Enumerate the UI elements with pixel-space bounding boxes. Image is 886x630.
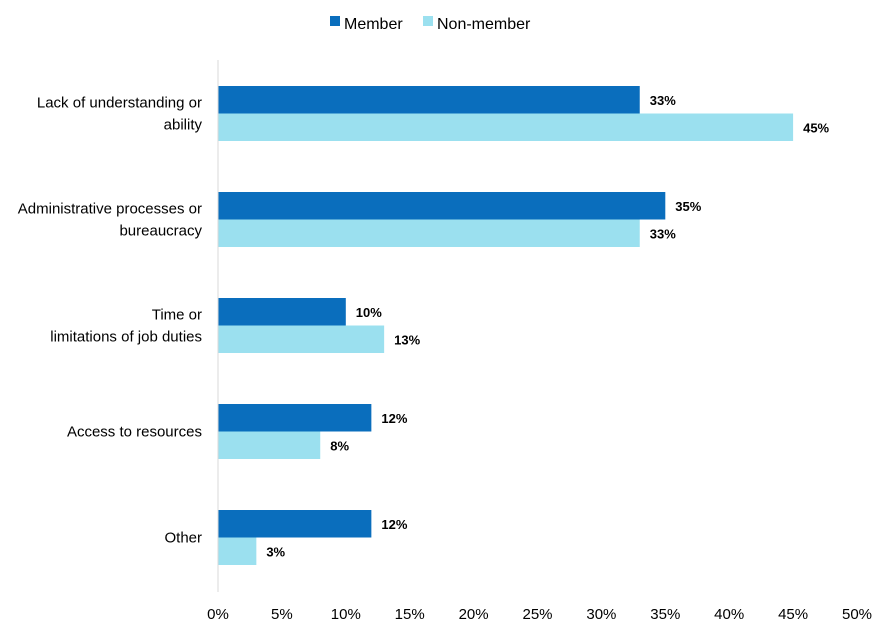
bars xyxy=(218,86,794,565)
bar-member-3 xyxy=(218,404,372,432)
value-label-0-3: 12% xyxy=(381,411,407,426)
value-label-1-4: 3% xyxy=(266,544,285,559)
value-labels: 33% 45% 35% 33% 10% 13% 12% 8% 12% 3% xyxy=(266,93,829,560)
legend-label-1: Non-member xyxy=(437,16,531,33)
bar-member-4 xyxy=(218,510,372,538)
bar-non-member-4 xyxy=(218,537,257,565)
x-tick-label-3: 15% xyxy=(395,606,425,623)
value-label-0-2: 10% xyxy=(356,305,382,320)
x-tick-label-8: 40% xyxy=(714,606,744,623)
category-labels: Lack of understanding or ability Administr… xyxy=(18,95,203,547)
value-label-1-2: 13% xyxy=(394,332,420,347)
value-label-0-1: 35% xyxy=(675,199,701,214)
legend-swatch-1 xyxy=(423,16,433,26)
x-tick-label-1: 5% xyxy=(271,606,293,623)
bar-non-member-0 xyxy=(218,113,794,141)
bar-member-2 xyxy=(218,298,346,326)
category-label-0: Lack of understanding or ability xyxy=(37,95,203,134)
category-label-1: Administrative processes or bureaucracy xyxy=(18,201,203,240)
bar-non-member-1 xyxy=(218,219,640,247)
x-tick-label-9: 45% xyxy=(778,606,808,623)
x-tick-label-2: 10% xyxy=(331,606,361,623)
bar-member-0 xyxy=(218,86,640,114)
value-label-1-3: 8% xyxy=(330,438,349,453)
x-tick-label-5: 25% xyxy=(522,606,552,623)
x-tick-label-10: 50% xyxy=(842,606,872,623)
bar-non-member-3 xyxy=(218,431,321,459)
x-tick-label-0: 0% xyxy=(207,606,229,623)
category-label-4: Other xyxy=(164,530,202,547)
value-label-0-4: 12% xyxy=(381,517,407,532)
value-label-1-0: 45% xyxy=(803,120,829,135)
value-label-1-1: 33% xyxy=(650,226,676,241)
legend-label-0: Member xyxy=(344,16,403,33)
bar-member-1 xyxy=(218,192,666,220)
legend-swatch-0 xyxy=(330,16,340,26)
value-label-0-0: 33% xyxy=(650,93,676,108)
bar-non-member-2 xyxy=(218,325,385,353)
legend: Member Non-member xyxy=(330,16,531,33)
x-tick-label-4: 20% xyxy=(459,606,489,623)
category-label-2: Time or limitations of job duties xyxy=(50,307,202,346)
x-tick-label-6: 30% xyxy=(586,606,616,623)
x-tick-label-7: 35% xyxy=(650,606,680,623)
category-label-3: Access to resources xyxy=(67,424,202,441)
x-axis-tick-labels: 0% 5% 10% 15% 20% 25% 30% 35% 40% 45% 50% xyxy=(207,606,872,623)
